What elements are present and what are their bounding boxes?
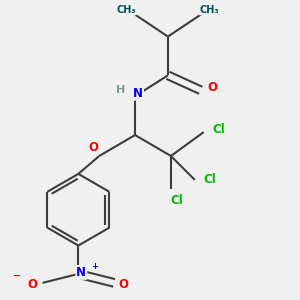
Text: O: O	[88, 140, 98, 154]
Text: N: N	[76, 266, 86, 279]
Text: +: +	[91, 262, 98, 271]
Text: O: O	[118, 278, 128, 291]
Text: Cl: Cl	[212, 123, 225, 136]
Text: O: O	[208, 81, 218, 94]
Text: Cl: Cl	[170, 194, 183, 207]
Text: CH₃: CH₃	[116, 5, 136, 15]
Text: H: H	[116, 85, 125, 95]
Text: Cl: Cl	[203, 173, 216, 186]
Text: O: O	[27, 278, 37, 291]
Text: N: N	[133, 87, 143, 100]
Text: CH₃: CH₃	[200, 5, 220, 15]
Text: −: −	[13, 271, 21, 281]
